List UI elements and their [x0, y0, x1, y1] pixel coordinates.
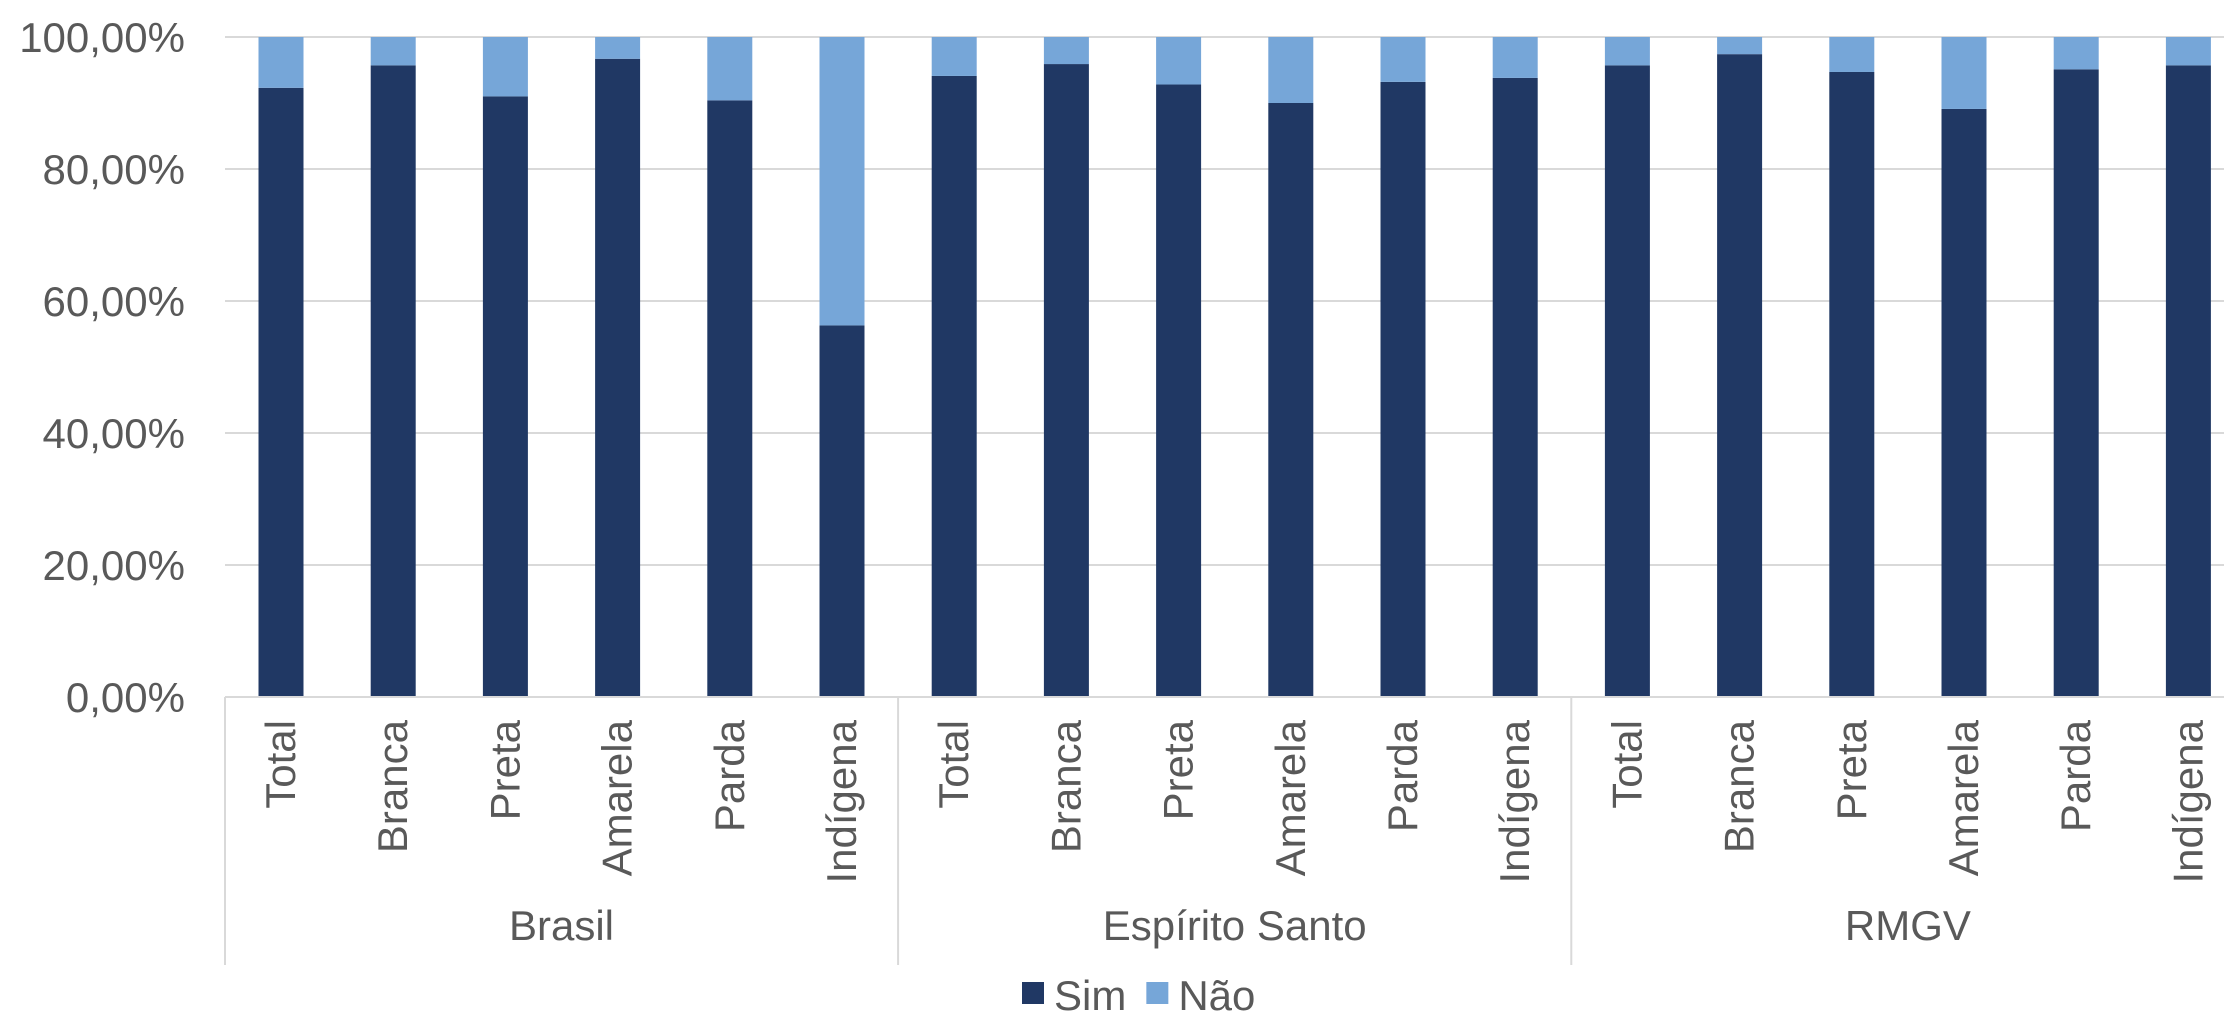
x-category-label: Parda [1379, 719, 1426, 832]
bar-n-o-12 [1492, 37, 1538, 78]
bar-sim-2 [370, 65, 416, 697]
legend: Sim Não [1022, 972, 1255, 1019]
x-category-label: Parda [2052, 719, 2099, 832]
axes [224, 696, 2224, 965]
x-category-label: Amarela [1940, 719, 1987, 876]
bar-sim-14 [1717, 54, 1763, 698]
x-axis-categories: Total Branca Preta Amarela Parda Indígena Tota… [257, 719, 2211, 883]
y-tick-label: 0,00% [66, 674, 185, 721]
legend-label: Não [1178, 972, 1255, 1019]
gridlines [225, 36, 2224, 566]
x-group-label: RMGV [1845, 902, 1971, 949]
bar-sim-16 [1941, 108, 1987, 697]
x-category-label: Amarela [1267, 719, 1314, 876]
bar-sim-3 [482, 96, 528, 697]
x-category-label: Indígena [818, 719, 865, 883]
bar-n-o-7 [931, 37, 977, 76]
x-category-label: Parda [706, 719, 753, 832]
y-tick-label: 20,00% [43, 542, 185, 589]
bar-n-o-16 [1941, 37, 1987, 109]
bar-n-o-6 [819, 37, 865, 326]
bar-sim-11 [1380, 81, 1426, 697]
x-category-label: Branca [369, 719, 416, 853]
bar-n-o-18 [2165, 37, 2211, 66]
x-category-label: Amarela [594, 719, 641, 876]
y-tick-label: 60,00% [43, 278, 185, 325]
x-group-label: Brasil [509, 902, 614, 949]
bars [258, 37, 2211, 698]
bar-sim-18 [2165, 65, 2211, 697]
bar-n-o-5 [707, 37, 753, 101]
bar-n-o-11 [1380, 37, 1426, 82]
x-category-label: Total [930, 720, 977, 809]
bar-sim-4 [595, 58, 641, 697]
x-category-label: Total [257, 720, 304, 809]
legend-swatch [1146, 982, 1169, 1004]
bar-sim-13 [1604, 65, 1650, 697]
bar-sim-6 [819, 325, 865, 697]
bar-sim-10 [1268, 103, 1314, 697]
x-category-label: Indígena [2164, 719, 2211, 883]
bar-n-o-13 [1604, 37, 1650, 66]
y-tick-label: 100,00% [19, 14, 185, 61]
legend-label: Sim [1054, 972, 1126, 1019]
x-category-label: Preta [1828, 719, 1875, 820]
x-category-label: Indígena [1491, 719, 1538, 883]
x-category-label: Branca [1716, 719, 1763, 853]
bar-n-o-1 [258, 37, 304, 88]
x-category-label: Branca [1042, 719, 1089, 853]
x-axis-groups: Brasil Espírito Santo RMGV [509, 902, 1971, 949]
bar-n-o-15 [1829, 37, 1875, 72]
y-axis-ticks: 0,00% 20,00% 40,00% 60,00% 80,00% 100,00% [19, 14, 185, 721]
x-category-label: Preta [481, 719, 528, 820]
bar-n-o-2 [370, 37, 416, 66]
bar-n-o-3 [482, 37, 528, 97]
x-group-label: Espírito Santo [1103, 902, 1367, 949]
bar-sim-12 [1492, 77, 1538, 698]
bar-n-o-9 [1156, 37, 1202, 85]
bar-sim-9 [1156, 84, 1202, 697]
bar-sim-5 [707, 100, 753, 698]
bar-sim-8 [1043, 64, 1089, 697]
bar-sim-7 [931, 75, 977, 697]
bar-sim-17 [2053, 69, 2099, 698]
bar-sim-1 [258, 87, 304, 697]
x-category-label: Preta [1155, 719, 1202, 820]
bar-n-o-14 [1717, 37, 1763, 55]
bar-n-o-4 [595, 37, 641, 59]
y-tick-label: 40,00% [43, 410, 185, 457]
bar-n-o-17 [2053, 37, 2099, 70]
legend-swatch [1022, 982, 1044, 1004]
bar-sim-15 [1829, 71, 1875, 698]
x-category-label: Total [1603, 720, 1650, 809]
bar-n-o-10 [1268, 37, 1314, 103]
y-tick-label: 80,00% [43, 146, 185, 193]
bar-n-o-8 [1043, 37, 1089, 65]
